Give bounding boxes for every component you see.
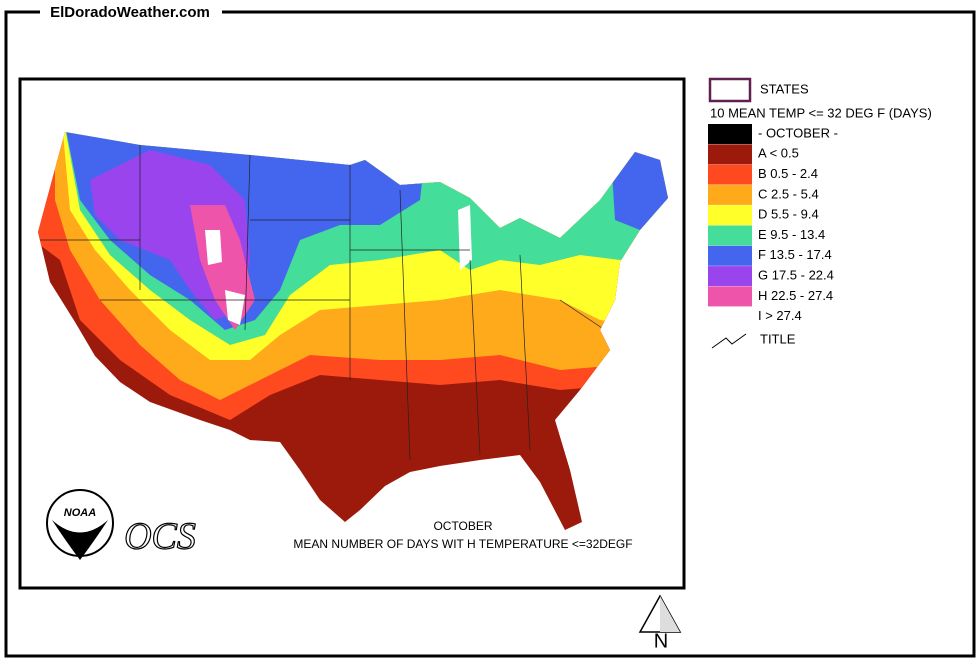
legend-swatch — [708, 306, 752, 327]
legend-label: C 2.5 - 5.4 — [758, 186, 819, 201]
legend-label: F 13.5 - 17.4 — [758, 247, 832, 262]
legend-label: STATES — [760, 81, 809, 96]
legend-swatch — [708, 184, 752, 205]
legend-label: - OCTOBER - — [758, 125, 838, 140]
legend-label: E 9.5 - 13.4 — [758, 227, 825, 242]
legend-label: A < 0.5 — [758, 146, 799, 161]
legend-swatch — [708, 205, 752, 226]
legend-swatch — [708, 164, 752, 185]
ocs-text: OCS — [124, 516, 196, 558]
legend-title: 10 MEAN TEMP <= 32 DEG F (DAYS) — [710, 105, 932, 120]
legend-label: G 17.5 - 22.4 — [758, 268, 834, 283]
states-swatch — [708, 77, 752, 103]
legend: STATES 10 MEAN TEMP <= 32 DEG F (DAYS) T… — [708, 77, 932, 349]
legend-swatch — [708, 225, 752, 246]
legend-label: B 0.5 - 2.4 — [758, 166, 818, 181]
caption-month: OCTOBER — [433, 519, 492, 533]
legend-label: H 22.5 - 27.4 — [758, 288, 833, 303]
outer-frame — [4, 10, 976, 658]
legend-swatch — [708, 266, 752, 287]
logo-text: NOAA — [64, 507, 96, 519]
legend-label: D 5.5 - 9.4 — [758, 207, 819, 222]
legend-swatch — [708, 144, 752, 165]
north-label: N — [654, 630, 668, 652]
legend-swatch — [708, 286, 752, 307]
legend-swatch — [708, 245, 752, 266]
legend-label: TITLE — [760, 331, 796, 346]
legend-swatch — [708, 124, 752, 144]
site-title: ElDoradoWeather.com — [50, 4, 210, 21]
caption: MEAN NUMBER OF DAYS WIT H TEMPERATURE <=… — [293, 537, 632, 551]
legend-label: I > 27.4 — [758, 308, 802, 323]
